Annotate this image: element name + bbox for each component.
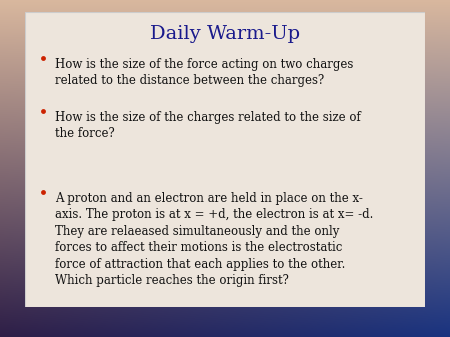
FancyBboxPatch shape <box>25 12 425 307</box>
Text: Daily Warm-Up: Daily Warm-Up <box>150 25 300 43</box>
Text: How is the size of the force acting on two charges
related to the distance betwe: How is the size of the force acting on t… <box>55 58 353 87</box>
Text: How is the size of the charges related to the size of
the force?: How is the size of the charges related t… <box>55 111 360 140</box>
Text: A proton and an electron are held in place on the x-
axis. The proton is at x = : A proton and an electron are held in pla… <box>55 192 373 287</box>
